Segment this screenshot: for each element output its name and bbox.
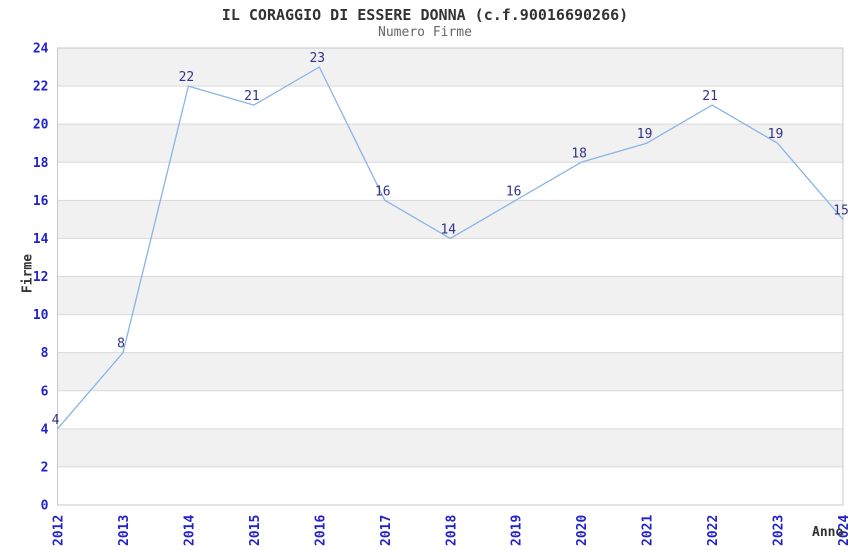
data-point-label: 8 xyxy=(117,337,125,352)
data-point-label: 14 xyxy=(440,222,456,237)
y-tick-label: 10 xyxy=(33,308,49,323)
data-point-label: 19 xyxy=(637,127,653,142)
y-tick-label: 16 xyxy=(33,194,49,209)
y-tick-label: 2 xyxy=(41,460,49,475)
x-tick-label: 2024 xyxy=(837,515,850,546)
grid-band xyxy=(57,276,843,315)
x-axis-title: Anno xyxy=(812,525,844,540)
data-point-label: 21 xyxy=(702,89,718,104)
data-point-label: 16 xyxy=(506,184,522,199)
x-tick-label: 2017 xyxy=(379,515,394,546)
x-tick-label: 2023 xyxy=(772,515,787,546)
data-point-label: 19 xyxy=(768,127,784,142)
y-tick-label: 12 xyxy=(33,270,49,285)
y-tick-label: 6 xyxy=(41,384,49,399)
y-tick-label: 22 xyxy=(33,80,49,95)
plot-border xyxy=(57,47,844,506)
y-tick-label: 18 xyxy=(33,156,49,171)
data-point-label: 21 xyxy=(244,89,260,104)
y-tick-label: 8 xyxy=(41,346,49,361)
chart-subtitle: Numero Firme xyxy=(378,25,472,40)
grid-band xyxy=(57,48,843,87)
series-line xyxy=(57,66,844,430)
y-tick-label: 24 xyxy=(33,42,49,57)
x-tick-label: 2020 xyxy=(575,515,590,546)
data-point-label: 15 xyxy=(833,203,849,218)
x-tick-label: 2022 xyxy=(706,515,721,546)
x-tick-label: 2019 xyxy=(510,515,525,546)
data-point-label: 18 xyxy=(571,146,587,161)
data-point-label: 22 xyxy=(179,70,195,85)
grid-band xyxy=(57,428,843,467)
x-tick-label: 2013 xyxy=(117,515,132,546)
x-tick-label: 2018 xyxy=(444,515,459,546)
x-tick-label: 2014 xyxy=(182,515,197,546)
data-point-label: 16 xyxy=(375,184,391,199)
y-axis-title: Firme xyxy=(20,253,36,294)
data-point-label: 23 xyxy=(309,51,325,66)
x-tick-label: 2016 xyxy=(313,515,328,546)
grid-band xyxy=(57,124,843,163)
chart-title: IL CORAGGIO DI ESSERE DONNA (c.f.9001669… xyxy=(221,6,629,24)
y-tick-label: 0 xyxy=(41,499,49,514)
data-point-label: 4 xyxy=(52,413,60,428)
x-tick-label: 2015 xyxy=(248,515,263,546)
grid-band xyxy=(57,200,843,239)
y-tick-label: 20 xyxy=(33,118,49,133)
x-tick-label: 2012 xyxy=(52,515,67,546)
grid-band xyxy=(57,352,843,391)
x-tick-label: 2021 xyxy=(641,515,656,546)
y-tick-label: 4 xyxy=(41,422,49,437)
y-tick-label: 14 xyxy=(33,232,49,247)
